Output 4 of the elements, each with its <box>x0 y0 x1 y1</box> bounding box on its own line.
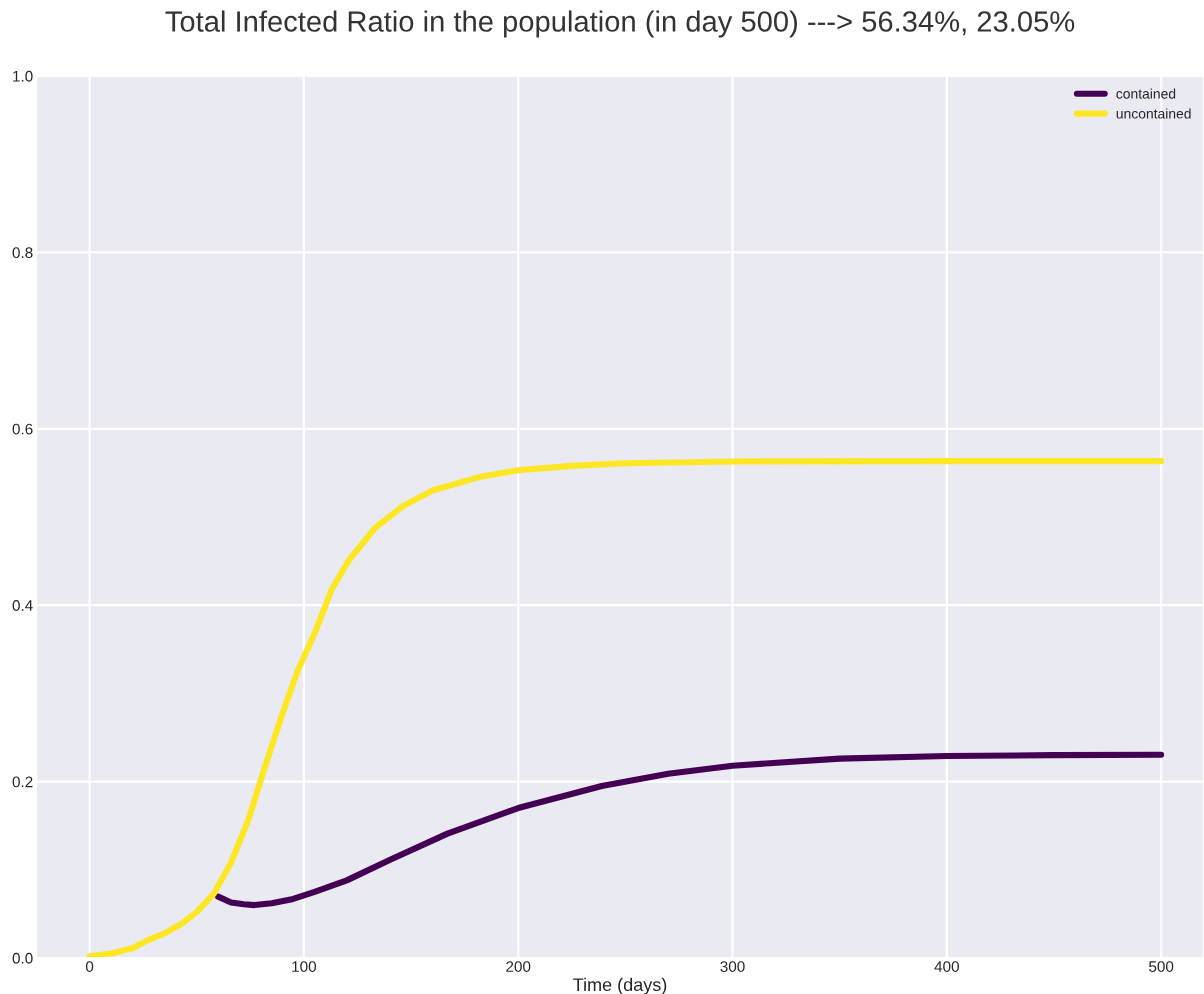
line-series <box>86 458 1165 958</box>
line-series <box>215 751 1165 909</box>
chart-title: Total Infected Ratio in the population (in day 500) ---> 56.34%, 23.05% <box>165 10 1075 38</box>
x-axis-title: Time (days) <box>573 977 667 994</box>
